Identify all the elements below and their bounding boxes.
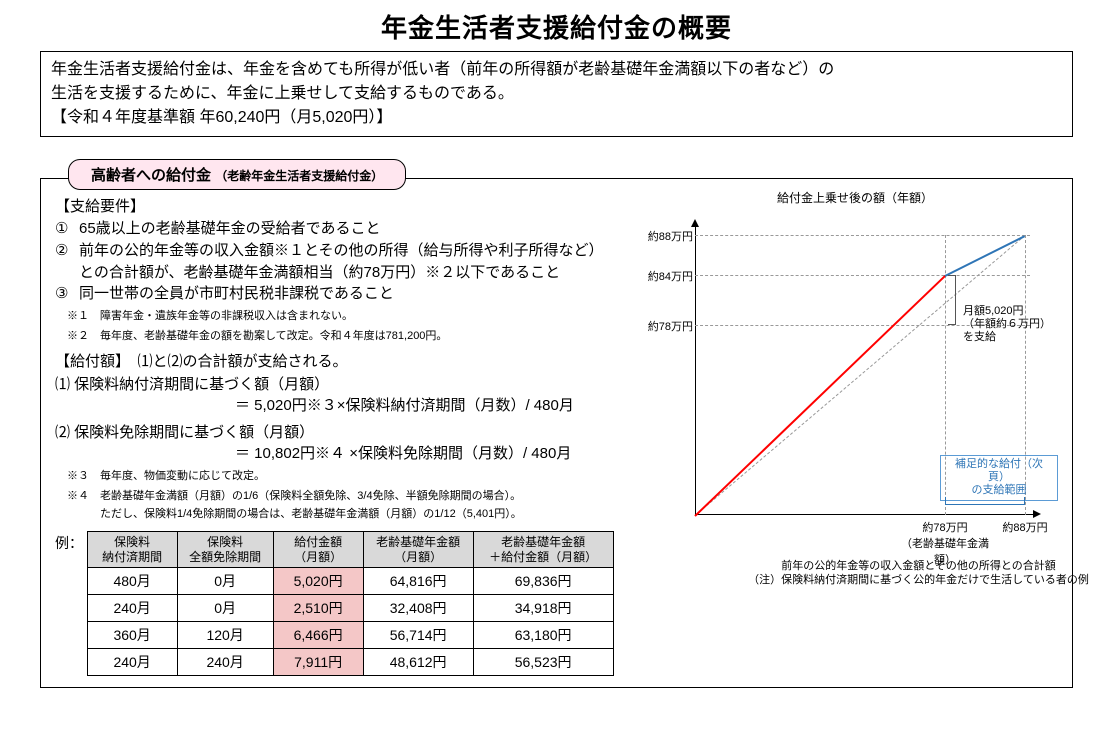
table-cell: 6,466円 bbox=[273, 622, 363, 649]
footnote-4b: ただし、保険料1/4免除期間の場合は、老齢基礎年金満額（月額）の1/12（5,4… bbox=[67, 507, 645, 521]
table-row: 480月0月5,020円64,816円69,836円 bbox=[87, 568, 613, 595]
page-title: 年金生活者支援給付金の概要 bbox=[40, 8, 1073, 45]
table-cell: 48,612円 bbox=[363, 649, 473, 676]
example-table: 保険料納付済期間保険料全額免除期間給付金額（月額）老齢基礎年金額（月額）老齢基礎… bbox=[87, 531, 614, 676]
line-chart: 給付金上乗せ後の額（年額） 約88万円約84万円約78万円約78万円（老齢基礎年… bbox=[655, 195, 1055, 575]
table-cell: 56,714円 bbox=[363, 622, 473, 649]
table-cell: 480月 bbox=[87, 568, 177, 595]
table-cell: 360月 bbox=[87, 622, 177, 649]
chart-line bbox=[945, 235, 1026, 277]
formula-2: ⑵ 保険料免除期間に基づく額（月額） ＝ 10,802円※４ ×保険料免除期間（… bbox=[55, 421, 645, 463]
table-row: 360月120月6,466円56,714円63,180円 bbox=[87, 622, 613, 649]
req-2a: 前年の公的年金等の収入金額※１とその他の所得（給与所得や利子所得など） bbox=[79, 240, 604, 262]
x-axis bbox=[695, 514, 1035, 515]
section-tab-sub: （老齢年金生活者支援給付金） bbox=[215, 169, 383, 183]
footnote-4a: ※４ 老齢基礎年金満額（月額）の1/6（保険料全額免除、3/4免除、半額免除期間… bbox=[67, 489, 645, 503]
intro-line-1: 年金生活者支援給付金は、年金を含めても所得が低い者（前年の所得額が老齢基礎年金満… bbox=[51, 58, 1062, 82]
table-cell: 69,836円 bbox=[473, 568, 613, 595]
formula-2-title: ⑵ 保険料免除期間に基づく額（月額） bbox=[55, 424, 314, 441]
chart-line bbox=[694, 275, 945, 516]
annotation-benefit: 月額5,020円（年額約６万円）を支給 bbox=[963, 305, 1051, 345]
left-column: 【支給要件】 ①65歳以上の老齢基礎年金の受給者であること ②前年の公的年金等の… bbox=[55, 195, 645, 679]
table-cell: 5,020円 bbox=[273, 568, 363, 595]
table-header: 保険料全額免除期間 bbox=[177, 532, 273, 568]
table-cell: 56,523円 bbox=[473, 649, 613, 676]
table-cell: 32,408円 bbox=[363, 595, 473, 622]
example-block: 例： 保険料納付済期間保険料全額免除期間給付金額（月額）老齢基礎年金額（月額）老… bbox=[55, 527, 645, 679]
intro-line-2: 生活を支援するために、年金に上乗せして支給するものである。 bbox=[51, 82, 1062, 106]
example-label: 例： bbox=[55, 533, 83, 553]
req-2b: との合計額が、老齢基礎年金満額相当（約78万円）※２以下であること bbox=[79, 262, 560, 284]
annotation-supplemental-box: 補足的な給付（次頁）の支給範囲 bbox=[940, 455, 1058, 501]
intro-line-3: 【令和４年度基準額 年60,240円（月5,020円）】 bbox=[51, 106, 1062, 130]
req-3: 同一世帯の全員が市町村民税非課税であること bbox=[79, 283, 394, 305]
table-cell: 120月 bbox=[177, 622, 273, 649]
table-header: 老齢基礎年金額（月額） bbox=[363, 532, 473, 568]
x-tick-label: 約88万円 bbox=[975, 519, 1075, 535]
page: 年金生活者支援給付金の概要 年金生活者支援給付金は、年金を含めても所得が低い者（… bbox=[0, 0, 1113, 698]
table-cell: 34,918円 bbox=[473, 595, 613, 622]
table-cell: 240月 bbox=[177, 649, 273, 676]
table-row: 240月0月2,510円32,408円34,918円 bbox=[87, 595, 613, 622]
table-cell: 240月 bbox=[87, 649, 177, 676]
section-tab: 高齢者への給付金 （老齢年金生活者支援給付金） bbox=[68, 159, 406, 190]
y-axis bbox=[695, 225, 696, 515]
formula-2-eq: ＝ 10,802円※４ ×保険料免除期間（月数）/ 480月 bbox=[55, 442, 645, 463]
x-axis-caption-1: 前年の公的年金等の収入金額とその他の所得との合計額 bbox=[695, 559, 1102, 573]
y-tick-label: 約88万円 bbox=[613, 228, 693, 244]
main-box: 【支給要件】 ①65歳以上の老齢基礎年金の受給者であること ②前年の公的年金等の… bbox=[40, 178, 1073, 688]
gridline-h bbox=[695, 275, 1030, 276]
footnote-2: ※２ 毎年度、老齢基礎年金の額を勘案して改定。令和４年度は781,200円。 bbox=[67, 329, 645, 343]
section-tab-main: 高齢者への給付金 bbox=[91, 167, 211, 184]
table-header: 保険料納付済期間 bbox=[87, 532, 177, 568]
y-tick-label: 約84万円 bbox=[613, 268, 693, 284]
table-header: 老齢基礎年金額＋給付金額（月額） bbox=[473, 532, 613, 568]
table-cell: 2,510円 bbox=[273, 595, 363, 622]
formula-1-eq: ＝ 5,020円※３×保険料納付済期間（月数）/ 480月 bbox=[55, 394, 645, 415]
table-cell: 240月 bbox=[87, 595, 177, 622]
right-column: 給付金上乗せ後の額（年額） 約88万円約84万円約78万円約78万円（老齢基礎年… bbox=[655, 195, 1062, 679]
x-axis-caption-2: （注）保険料納付済期間に基づく公的年金だけで生活している者の例 bbox=[695, 573, 1102, 587]
chart-title: 給付金上乗せ後の額（年額） bbox=[695, 189, 1015, 206]
footnote-3: ※３ 毎年度、物価変動に応じて改定。 bbox=[67, 469, 645, 483]
table-cell: 7,911円 bbox=[273, 649, 363, 676]
amount-heading: 【給付額】 ⑴と⑵の合計額が支給される。 bbox=[55, 350, 645, 371]
formula-1-title: ⑴ 保険料納付済期間に基づく額（月額） bbox=[55, 376, 329, 393]
intro-box: 年金生活者支援給付金は、年金を含めても所得が低い者（前年の所得額が老齢基礎年金満… bbox=[40, 51, 1073, 137]
table-cell: 64,816円 bbox=[363, 568, 473, 595]
table-row: 240月240月7,911円48,612円56,523円 bbox=[87, 649, 613, 676]
requirements-heading: 【支給要件】 bbox=[55, 195, 645, 216]
requirements-list: ①65歳以上の老齢基礎年金の受給者であること ②前年の公的年金等の収入金額※１と… bbox=[55, 218, 645, 305]
table-cell: 0月 bbox=[177, 595, 273, 622]
formula-1: ⑴ 保険料納付済期間に基づく額（月額） ＝ 5,020円※３×保険料納付済期間（… bbox=[55, 373, 645, 415]
table-cell: 63,180円 bbox=[473, 622, 613, 649]
y-tick-label: 約78万円 bbox=[613, 318, 693, 334]
range-bracket-icon bbox=[945, 497, 1025, 505]
x-axis-caption: 前年の公的年金等の収入金額とその他の所得との合計額 （注）保険料納付済期間に基づ… bbox=[695, 559, 1102, 588]
table-cell: 0月 bbox=[177, 568, 273, 595]
table-header: 給付金額（月額） bbox=[273, 532, 363, 568]
gridline-h bbox=[695, 235, 1030, 236]
brace-icon bbox=[948, 275, 956, 325]
req-1: 65歳以上の老齢基礎年金の受給者であること bbox=[79, 218, 381, 240]
footnote-1: ※１ 障害年金・遺族年金等の非課税収入は含まれない。 bbox=[67, 309, 645, 323]
